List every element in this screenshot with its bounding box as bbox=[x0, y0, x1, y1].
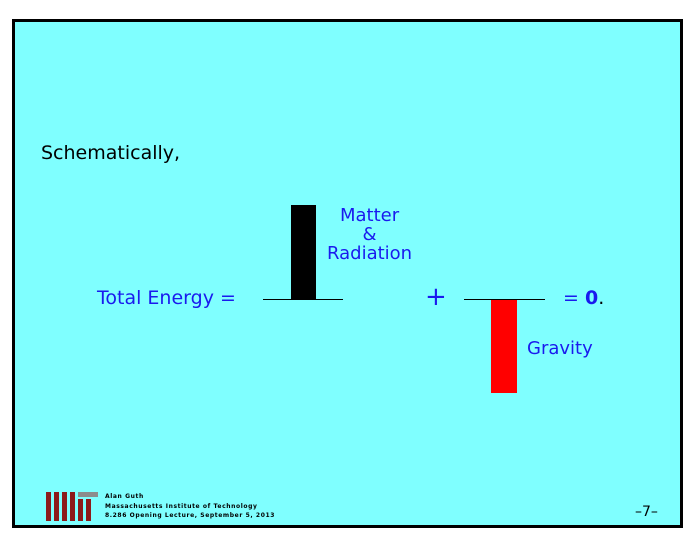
equals-zero: = 0. bbox=[563, 287, 604, 309]
total-energy-label: Total Energy = bbox=[97, 287, 236, 309]
matter-label-line3: Radiation bbox=[327, 243, 413, 264]
slide: Schematically, Total Energy = Matter & R… bbox=[12, 19, 683, 528]
intro-text: Schematically, bbox=[41, 142, 181, 164]
matter-label-line1: Matter bbox=[339, 205, 400, 226]
mit-logo bbox=[46, 492, 98, 521]
gravity-baseline bbox=[464, 299, 545, 300]
matter-baseline bbox=[263, 299, 343, 300]
gravity-bar bbox=[491, 300, 517, 393]
plus-sign: + bbox=[425, 282, 447, 312]
page-number: –7– bbox=[635, 504, 658, 520]
period: . bbox=[598, 287, 605, 309]
matter-radiation-label: Matter & Radiation bbox=[327, 206, 412, 263]
footer-lecture: 8.286 Opening Lecture, September 5, 2013 bbox=[105, 512, 276, 519]
zero-value: 0 bbox=[584, 287, 599, 309]
gravity-label: Gravity bbox=[527, 338, 593, 359]
matter-radiation-bar bbox=[291, 205, 316, 299]
footer-credits: Alan Guth Massachusetts Institute of Tec… bbox=[105, 492, 275, 521]
footer-author: Alan Guth bbox=[105, 493, 144, 500]
footer-institution: Massachusetts Institute of Technology bbox=[105, 502, 258, 510]
equals-sign: = bbox=[563, 287, 585, 309]
matter-label-line2: & bbox=[362, 224, 377, 245]
